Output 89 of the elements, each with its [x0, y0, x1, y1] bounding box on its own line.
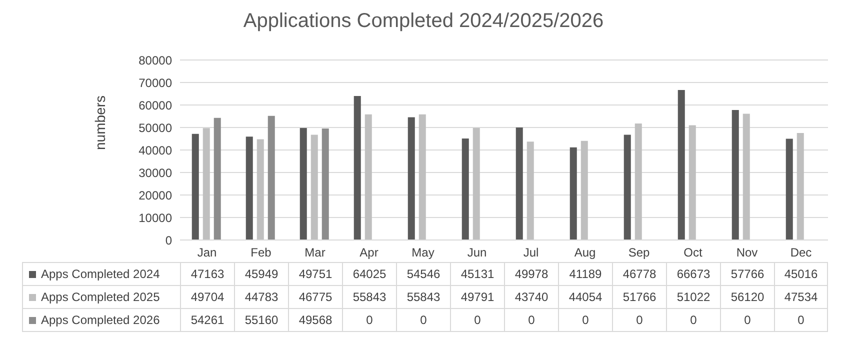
x-tick-label: Oct: [684, 246, 703, 260]
data-label: 49568: [288, 309, 342, 331]
data-label: 47163: [180, 263, 234, 285]
data-label: 0: [504, 309, 558, 331]
x-tick-label: Aug: [574, 246, 596, 260]
data-label: 54261: [180, 309, 234, 331]
bar: [570, 147, 577, 240]
data-label: 57766: [720, 263, 774, 285]
bar: [192, 134, 199, 240]
bar: [732, 110, 739, 240]
y-tick-label: 10000: [138, 210, 172, 225]
x-tick-label: Sep: [628, 246, 650, 260]
data-label: 0: [720, 309, 774, 331]
data-label: 55843: [396, 286, 450, 308]
bar: [256, 139, 264, 240]
data-label: 0: [450, 309, 504, 331]
bar: [310, 134, 318, 240]
data-label: 54546: [396, 263, 450, 285]
chart-title: Applications Completed 2024/2025/2026: [242, 10, 605, 33]
y-tick-label: 70000: [138, 76, 172, 90]
data-label: 49751: [288, 263, 342, 285]
y-tick-label: 0: [165, 233, 172, 248]
x-tick-label: Mar: [304, 246, 326, 260]
x-tick-label: Nov: [736, 246, 758, 260]
data-label: 0: [666, 309, 720, 331]
data-label: 0: [558, 309, 612, 331]
bar: [364, 114, 372, 240]
data-label: 55843: [342, 286, 396, 308]
x-tick-label: Dec: [790, 246, 812, 260]
bar: [678, 90, 685, 240]
data-label: 41189: [558, 263, 612, 285]
bar: [472, 128, 480, 240]
legend-label: Apps Completed 2024: [41, 267, 160, 281]
x-tick-label: Apr: [360, 246, 378, 260]
y-tick-label: 80000: [138, 53, 172, 68]
bar: [354, 96, 361, 240]
data-label: 44054: [558, 286, 612, 308]
bar: [580, 140, 588, 240]
bar: [634, 124, 642, 240]
bar: [742, 114, 750, 240]
data-label: 44783: [234, 286, 288, 308]
y-tick-label: 60000: [138, 98, 172, 112]
data-label: 0: [342, 309, 396, 331]
legend-label: Apps Completed 2025: [41, 290, 160, 304]
data-label: 49791: [450, 286, 504, 308]
x-tick-label: Jan: [197, 246, 217, 260]
bar: [796, 133, 804, 240]
bar: [246, 136, 253, 240]
y-tick-label: 20000: [138, 188, 172, 202]
bar: [268, 116, 275, 240]
data-label: 0: [396, 309, 450, 331]
data-label: 64025: [342, 263, 396, 285]
x-tick-label: May: [412, 246, 434, 260]
data-label: 51022: [666, 286, 720, 308]
bar: [688, 125, 696, 240]
data-label: 55160: [234, 309, 288, 331]
bar: [202, 128, 210, 240]
data-label: 45016: [774, 263, 828, 285]
data-label: 0: [774, 309, 828, 331]
bar: [516, 128, 523, 240]
data-label: 56120: [720, 286, 774, 308]
y-tick-label: 50000: [138, 120, 172, 135]
bar: [462, 138, 469, 240]
bar: [408, 117, 415, 240]
y-tick-label: 40000: [138, 143, 172, 158]
data-label: 51766: [612, 286, 666, 308]
data-label: 46778: [612, 263, 666, 285]
data-label: 66673: [666, 263, 720, 285]
data-label: 49704: [180, 286, 234, 308]
bar: [786, 138, 793, 240]
data-label: 47534: [774, 286, 828, 308]
x-tick-label: Jun: [467, 246, 487, 260]
bar: [624, 134, 631, 240]
y-tick-label: 30000: [138, 166, 172, 180]
data-label: 0: [612, 309, 666, 331]
data-label: 43740: [504, 286, 558, 308]
bar: [300, 128, 307, 240]
legend-label: Apps Completed 2026: [41, 313, 160, 327]
bar: [418, 114, 426, 240]
data-label: 45949: [234, 263, 288, 285]
x-tick-label: Feb: [250, 246, 272, 260]
bar: [526, 142, 534, 240]
data-label: 49978: [504, 263, 558, 285]
data-label: 46775: [288, 286, 342, 308]
x-tick-label: Jul: [523, 246, 539, 260]
y-axis-title: numbers: [92, 96, 108, 150]
bar: [322, 128, 329, 240]
data-label: 45131: [450, 263, 504, 285]
bar: [214, 118, 221, 240]
